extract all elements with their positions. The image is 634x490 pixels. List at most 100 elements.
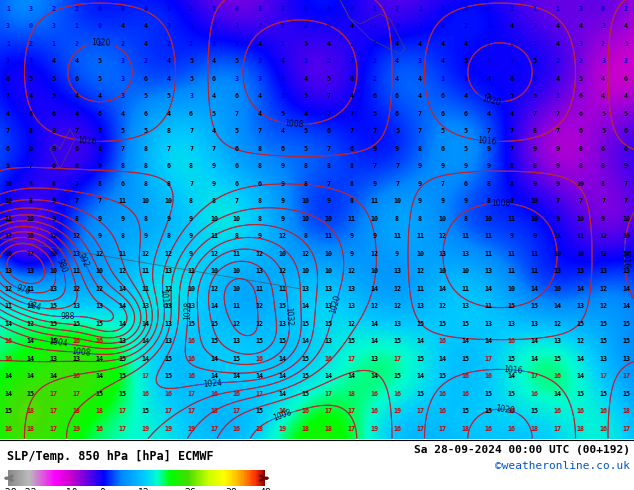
Text: 16: 16: [233, 425, 241, 432]
Bar: [141, 470, 143, 486]
Text: 2: 2: [29, 41, 33, 47]
Text: 14: 14: [370, 320, 378, 327]
Text: 6: 6: [624, 128, 628, 134]
Text: 5: 5: [52, 76, 56, 82]
Bar: [249, 470, 250, 486]
Text: 3: 3: [166, 6, 170, 12]
Bar: [219, 470, 221, 486]
Bar: [25, 470, 26, 486]
Text: 4: 4: [349, 24, 353, 29]
Text: 9: 9: [281, 216, 285, 222]
Text: 14: 14: [370, 338, 378, 344]
Text: 9: 9: [418, 163, 422, 170]
Text: 6: 6: [441, 111, 445, 117]
Bar: [43, 470, 44, 486]
Text: 12: 12: [393, 303, 401, 309]
Text: 12: 12: [73, 233, 81, 239]
Text: 8: 8: [29, 198, 33, 204]
Text: 6: 6: [120, 181, 124, 187]
Text: 3: 3: [189, 94, 193, 99]
Bar: [70, 470, 72, 486]
Text: 2: 2: [304, 24, 307, 29]
Text: 13: 13: [279, 320, 287, 327]
Bar: [108, 470, 109, 486]
Bar: [191, 470, 192, 486]
Text: 13: 13: [325, 303, 332, 309]
Bar: [187, 470, 188, 486]
Text: 9: 9: [533, 233, 536, 239]
Bar: [175, 470, 176, 486]
Bar: [81, 470, 82, 486]
Text: 5: 5: [464, 128, 468, 134]
Text: 19: 19: [370, 425, 378, 432]
Bar: [238, 470, 239, 486]
Text: 8: 8: [258, 216, 262, 222]
Text: 2: 2: [212, 6, 216, 12]
Bar: [256, 470, 257, 486]
Text: 10: 10: [96, 268, 103, 274]
Bar: [50, 470, 51, 486]
Text: 5: 5: [601, 128, 605, 134]
Text: 6: 6: [624, 76, 628, 82]
Text: 8: 8: [29, 128, 33, 134]
Text: 16: 16: [96, 338, 103, 344]
Text: 11: 11: [141, 286, 150, 292]
Bar: [63, 470, 65, 486]
Text: 7: 7: [75, 181, 79, 187]
Text: 14: 14: [484, 286, 493, 292]
Text: 6: 6: [464, 111, 468, 117]
Text: 10: 10: [233, 268, 241, 274]
Text: 5: 5: [533, 94, 536, 99]
Text: 1020: 1020: [91, 38, 111, 48]
Text: 6: 6: [6, 76, 10, 82]
Bar: [235, 470, 236, 486]
Text: 14: 14: [4, 320, 12, 327]
Bar: [79, 470, 80, 486]
Text: 4: 4: [258, 94, 262, 99]
Bar: [134, 470, 135, 486]
Text: 7: 7: [6, 128, 10, 134]
Text: 7: 7: [533, 111, 536, 117]
Text: 18: 18: [462, 425, 470, 432]
Text: 17: 17: [73, 391, 81, 396]
Text: 10: 10: [302, 216, 309, 222]
Text: 2: 2: [372, 58, 376, 65]
Text: 6: 6: [601, 146, 605, 152]
Bar: [239, 470, 240, 486]
Bar: [126, 470, 127, 486]
Text: 3: 3: [464, 76, 468, 82]
Text: 11: 11: [508, 251, 515, 257]
Text: 14: 14: [210, 303, 218, 309]
Bar: [229, 470, 230, 486]
Text: 14: 14: [576, 356, 584, 362]
Text: 11: 11: [347, 216, 355, 222]
Text: 15: 15: [462, 356, 470, 362]
Text: 4: 4: [29, 94, 33, 99]
Text: 8: 8: [418, 216, 422, 222]
Text: 9: 9: [510, 233, 514, 239]
Text: 26: 26: [184, 488, 197, 490]
Text: 6: 6: [441, 146, 445, 152]
Text: 6: 6: [29, 111, 33, 117]
Text: 16: 16: [599, 408, 607, 414]
Text: 17: 17: [187, 391, 195, 396]
Text: 11: 11: [4, 216, 12, 222]
Text: 13: 13: [4, 268, 12, 274]
Bar: [147, 470, 148, 486]
Text: 980: 980: [55, 258, 68, 274]
Text: 9: 9: [98, 163, 101, 170]
Bar: [22, 470, 23, 486]
Bar: [98, 470, 99, 486]
Text: 6: 6: [212, 76, 216, 82]
Bar: [85, 470, 86, 486]
Text: 14: 14: [370, 286, 378, 292]
Text: 5: 5: [29, 76, 33, 82]
Text: 1016: 1016: [477, 136, 497, 146]
Bar: [156, 470, 157, 486]
Text: 4: 4: [487, 76, 491, 82]
Bar: [140, 470, 141, 486]
Text: 3: 3: [6, 58, 10, 65]
Bar: [139, 470, 140, 486]
Bar: [133, 470, 134, 486]
Text: 4: 4: [304, 76, 307, 82]
